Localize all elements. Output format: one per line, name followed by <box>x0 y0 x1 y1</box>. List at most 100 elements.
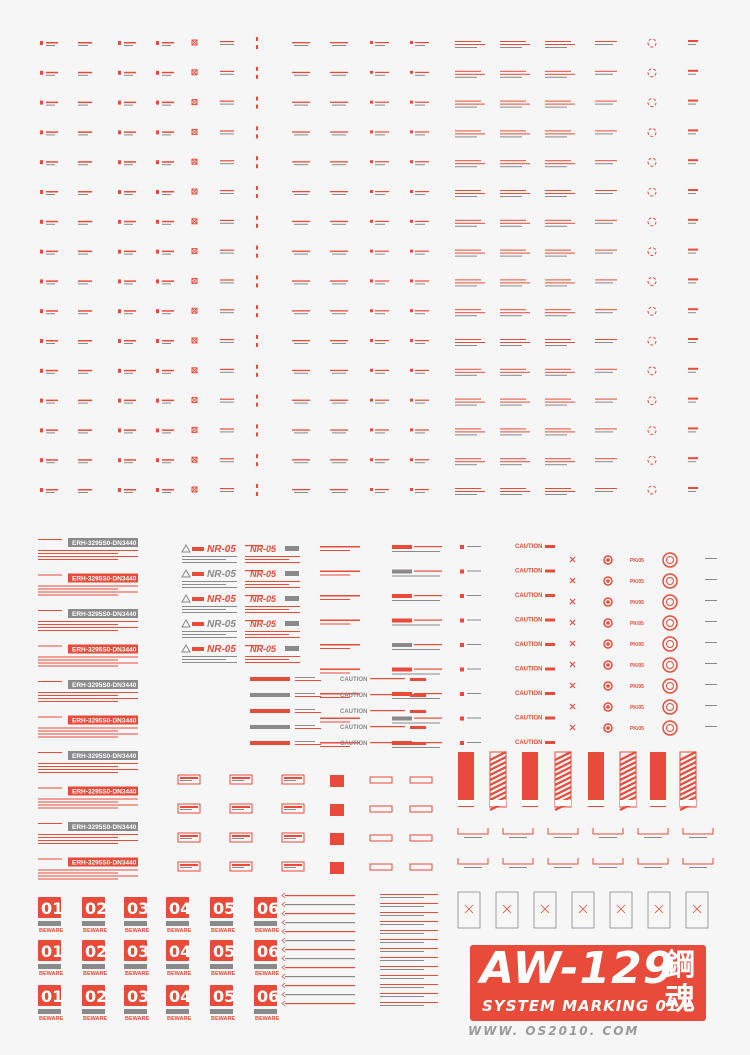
decal-line <box>124 462 133 464</box>
decal-tab-mark <box>392 618 412 623</box>
decal-line <box>332 402 346 404</box>
decal-line <box>705 684 717 685</box>
decal-line <box>46 220 58 223</box>
decal-tab-mark <box>40 458 43 463</box>
marker-tick <box>256 432 258 437</box>
decal-line <box>46 459 58 461</box>
x-box-cross <box>191 188 198 195</box>
square-mark <box>410 100 413 104</box>
decal-line <box>500 76 522 78</box>
decal-line <box>375 432 385 434</box>
square-mark <box>460 569 464 574</box>
spec-text-line <box>38 804 138 806</box>
decal-line <box>124 369 136 372</box>
decal-line <box>78 134 88 136</box>
decal-line <box>415 432 425 434</box>
spec-text-line <box>182 581 237 582</box>
spec-text-line <box>38 840 138 841</box>
decal-tab-mark <box>250 677 290 681</box>
decal-line <box>414 668 442 670</box>
spec-text-line <box>38 665 118 667</box>
decal-tab-mark <box>156 130 159 135</box>
decal-line <box>455 315 477 317</box>
spec-text-line <box>182 631 237 632</box>
decal-line <box>545 73 575 75</box>
number-box-tag <box>166 1009 189 1014</box>
serial-label-text: ERH-3295S0-DN3440 <box>72 753 137 760</box>
marker-tick <box>256 275 258 280</box>
decal-line <box>595 279 617 281</box>
decal-line <box>455 100 481 102</box>
x-box-cross <box>191 427 198 433</box>
decal-line <box>162 280 174 282</box>
decal-line <box>467 570 481 572</box>
square-mark <box>370 279 373 283</box>
decal-line <box>500 491 530 492</box>
spec-text-line <box>245 556 300 557</box>
arrow-strip-head <box>281 928 286 935</box>
hazard-stripe <box>489 756 507 766</box>
hazard-stripe <box>489 761 507 771</box>
hazard-stripe <box>619 791 637 801</box>
ring-decal-inner <box>666 619 674 627</box>
decal-tab-mark <box>118 398 121 403</box>
decal-line <box>415 280 429 282</box>
decal-line <box>455 398 481 400</box>
decal-line <box>500 374 522 376</box>
ring-decal-dot <box>606 726 610 730</box>
ring-decal <box>603 723 613 733</box>
spec-text-line <box>38 872 118 874</box>
hazard-stripe <box>554 761 572 771</box>
decal-line <box>415 101 429 103</box>
decal-line <box>392 698 440 699</box>
spec-text-line <box>182 587 237 588</box>
hazard-stripe <box>554 766 572 776</box>
x-mark-icon <box>616 904 626 914</box>
decal-line <box>78 343 88 344</box>
x-mark-icon <box>464 904 474 914</box>
decal-line <box>370 710 405 712</box>
spec-text-line <box>245 559 289 560</box>
decal-line <box>375 194 385 195</box>
decal-line <box>295 741 315 742</box>
decal-line <box>414 742 442 744</box>
decal-line <box>705 642 717 643</box>
hazard-stripe <box>489 781 507 791</box>
decal-line <box>554 867 572 868</box>
decal-line <box>46 429 58 431</box>
decal-line <box>292 369 310 372</box>
number-box-label: 01 <box>41 987 63 1006</box>
square-mark <box>370 70 373 74</box>
decal-line <box>332 45 346 46</box>
decal-line <box>500 130 526 132</box>
arrow-strip-head <box>281 1000 286 1007</box>
decal-line <box>414 570 442 572</box>
decal-line <box>78 164 88 166</box>
caution-label: CAUTION <box>340 725 367 731</box>
number-box-tag <box>166 921 189 926</box>
decal-line <box>545 193 575 194</box>
decal-tab-mark <box>40 398 43 403</box>
arrow-strip <box>285 913 355 915</box>
decal-tab-mark <box>250 709 290 713</box>
decal-tab-mark <box>118 428 121 433</box>
decal-line <box>162 220 174 223</box>
decal-line <box>330 250 348 252</box>
spec-text-line <box>38 585 138 587</box>
decal-line <box>295 680 321 681</box>
decal-line <box>595 133 613 135</box>
decal-line <box>124 164 133 166</box>
decal-line <box>509 867 527 868</box>
decal-line <box>292 280 310 282</box>
decal-line <box>332 283 346 285</box>
serial-label-text: ERH-3295S0-DN3440 <box>72 540 137 547</box>
decal-line <box>545 339 571 340</box>
number-box <box>82 985 105 1006</box>
decal-line <box>284 864 302 866</box>
decal-line <box>688 342 696 343</box>
decal-line <box>46 191 58 193</box>
decal-line <box>545 70 571 72</box>
square-mark <box>370 160 373 164</box>
hazard-panel-label <box>490 800 506 806</box>
nr05-label: NR-05 <box>207 569 236 580</box>
